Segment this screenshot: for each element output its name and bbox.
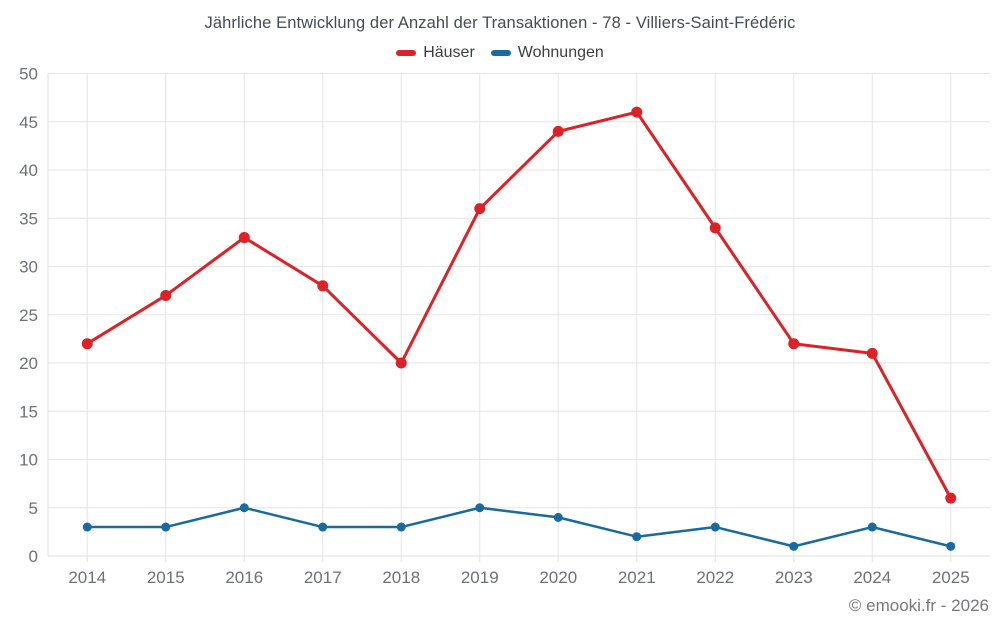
- chart-title: Jährliche Entwicklung der Anzahl der Tra…: [204, 14, 796, 32]
- series-line-wohnungen: [86, 506, 952, 548]
- data-point-haeuser-2019[interactable]: [474, 203, 486, 215]
- data-point-wohnungen-2021[interactable]: [632, 532, 642, 542]
- y-axis-tick-label: 15: [19, 402, 38, 421]
- legend-swatch-haeuser-icon: [396, 50, 417, 56]
- y-axis-tick-label: 5: [29, 499, 38, 518]
- y-axis-tick-label: 30: [19, 258, 38, 277]
- x-axis-tick-label: 2014: [68, 568, 106, 587]
- x-axis-tick-label: 2018: [382, 568, 420, 587]
- data-point-haeuser-2018[interactable]: [395, 357, 407, 369]
- data-point-haeuser-2021[interactable]: [631, 106, 643, 118]
- data-point-haeuser-2022[interactable]: [709, 222, 721, 234]
- data-point-haeuser-2024[interactable]: [866, 347, 878, 359]
- x-axis-tick-label: 2016: [225, 568, 263, 587]
- data-point-wohnungen-2023[interactable]: [789, 541, 799, 551]
- data-point-wohnungen-2014[interactable]: [82, 522, 92, 532]
- data-point-wohnungen-2016[interactable]: [239, 503, 249, 513]
- series-line-haeuser: [85, 110, 953, 500]
- data-point-wohnungen-2019[interactable]: [475, 503, 485, 513]
- data-point-wohnungen-2018[interactable]: [396, 522, 406, 532]
- legend-item-haeuser[interactable]: Häuser: [396, 44, 475, 62]
- y-axis-tick-label: 40: [19, 161, 38, 180]
- legend: Häuser Wohnungen: [0, 44, 1000, 62]
- x-axis-tick-label: 2015: [147, 568, 185, 587]
- data-point-haeuser-2017[interactable]: [317, 280, 329, 292]
- y-axis-tick-label: 45: [19, 113, 38, 132]
- legend-label-wohnungen: Wohnungen: [517, 44, 604, 61]
- y-axis-tick-label: 10: [19, 451, 38, 470]
- y-axis-tick-label: 25: [19, 306, 38, 325]
- legend-label-haeuser: Häuser: [423, 44, 475, 61]
- data-point-wohnungen-2017[interactable]: [318, 522, 328, 532]
- y-axis-tick-label: 0: [29, 547, 38, 566]
- x-axis-tick-label: 2017: [304, 568, 342, 587]
- data-point-wohnungen-2024[interactable]: [867, 522, 877, 532]
- data-point-haeuser-2015[interactable]: [160, 289, 172, 301]
- y-axis-tick-label: 20: [19, 354, 38, 373]
- x-axis-tick-label: 2024: [853, 568, 891, 587]
- data-point-haeuser-2016[interactable]: [238, 232, 250, 244]
- data-point-wohnungen-2022[interactable]: [710, 522, 720, 532]
- y-axis-tick-label: 35: [19, 209, 38, 228]
- legend-item-wohnungen[interactable]: Wohnungen: [490, 44, 604, 62]
- y-axis-tick-label: 50: [19, 65, 38, 84]
- data-point-wohnungen-2015[interactable]: [161, 522, 171, 532]
- copyright-credit: © emooki.fr - 2026: [848, 596, 989, 615]
- x-axis-tick-label: 2020: [539, 568, 577, 587]
- data-point-wohnungen-2020[interactable]: [553, 512, 563, 522]
- x-axis-tick-label: 2025: [932, 568, 970, 587]
- x-axis-tick-label: 2021: [618, 568, 656, 587]
- x-axis-tick-label: 2019: [461, 568, 499, 587]
- x-axis-tick-label: 2022: [696, 568, 734, 587]
- data-point-haeuser-2020[interactable]: [552, 125, 564, 137]
- data-point-haeuser-2023[interactable]: [788, 338, 800, 350]
- data-point-wohnungen-2025[interactable]: [946, 541, 956, 551]
- data-point-haeuser-2014[interactable]: [81, 338, 93, 350]
- x-axis-tick-label: 2023: [775, 568, 813, 587]
- legend-swatch-wohnungen-icon: [490, 50, 511, 56]
- data-point-haeuser-2025[interactable]: [945, 492, 957, 504]
